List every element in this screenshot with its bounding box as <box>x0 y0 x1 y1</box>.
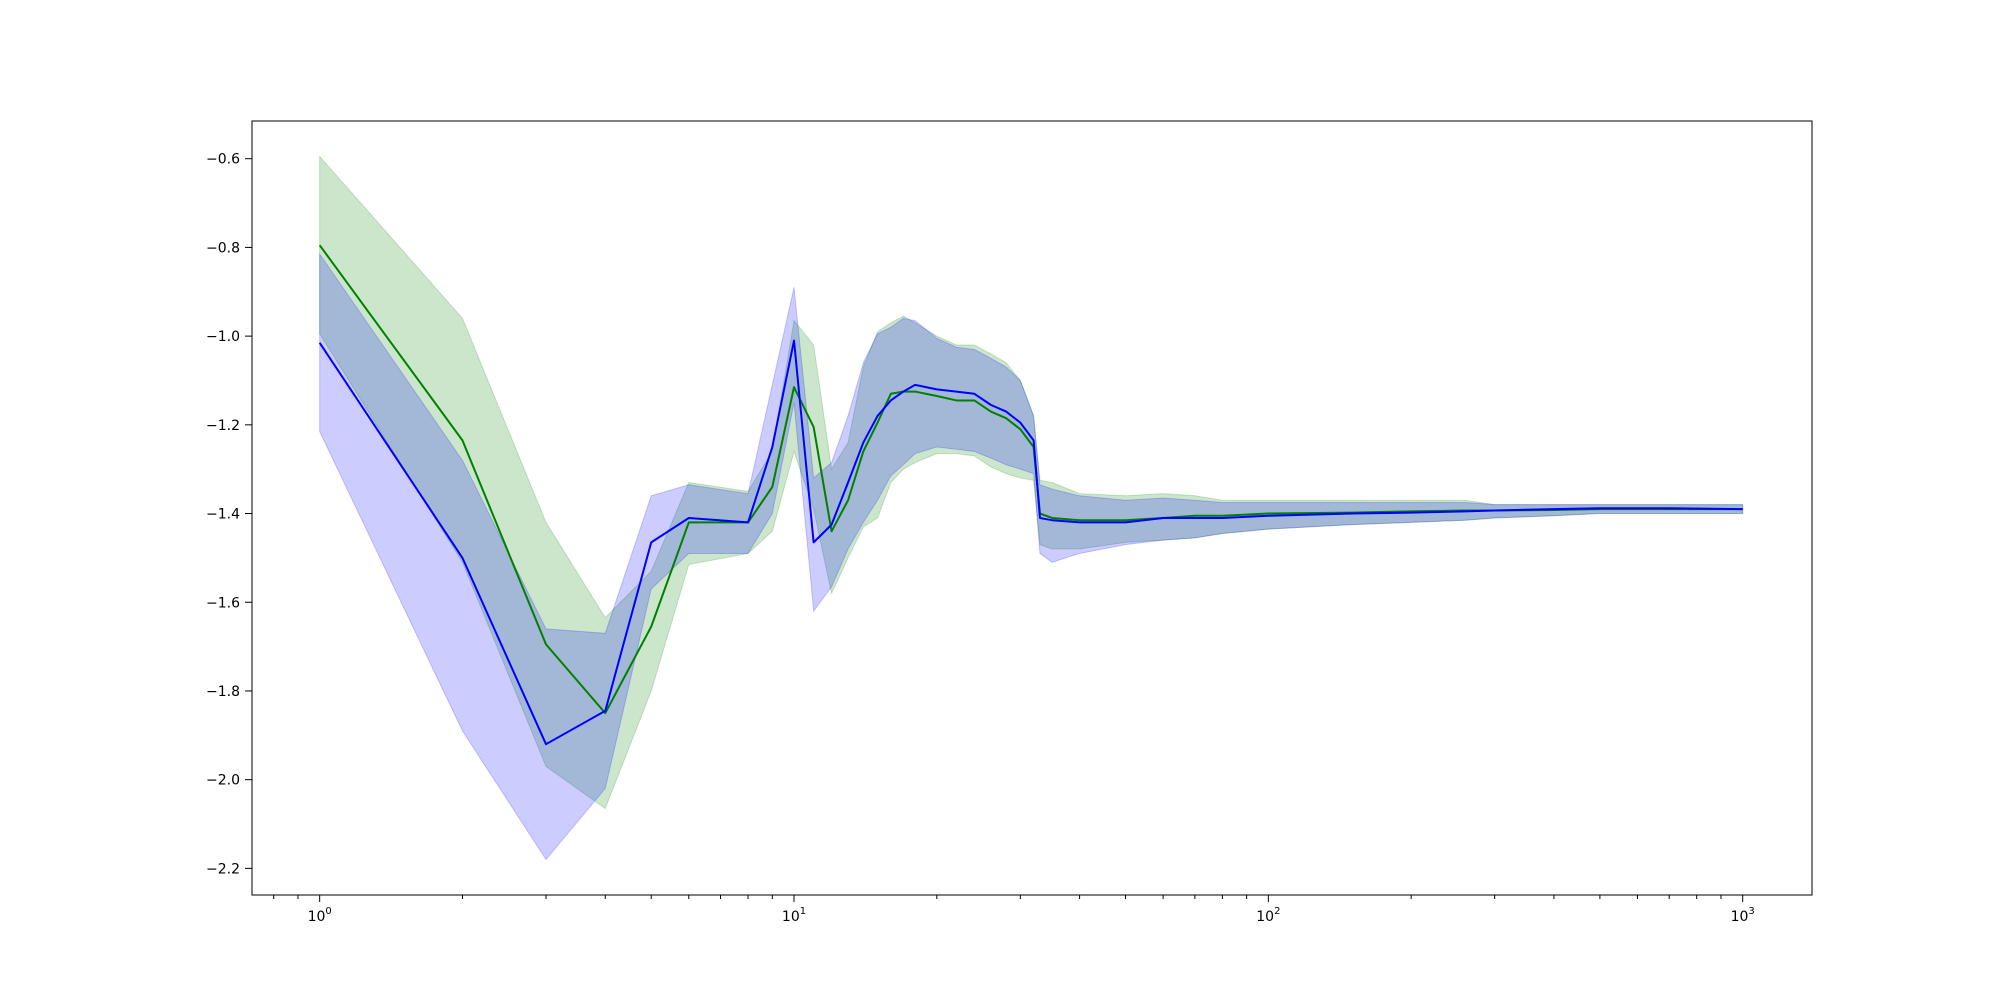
y-tick-label: −1.0 <box>206 329 240 345</box>
confidence-band-1 <box>319 155 1744 810</box>
plot-area-frame <box>251 120 1813 896</box>
series-lines <box>318 244 1743 746</box>
y-tick-label: −1.8 <box>206 684 240 700</box>
y-axis: −0.6 −0.8 −1.0 −1.2 −1.4 −1.6 −1.8 −2.0 −2.2 <box>206 152 252 877</box>
y-tick-label: −1.4 <box>206 507 240 523</box>
x-axis: 100 101 102 103 <box>273 895 1755 925</box>
y-tick-label: −1.2 <box>206 418 240 434</box>
x-tick-label: 103 <box>1731 906 1755 925</box>
y-tick-label: −2.0 <box>206 773 240 789</box>
confidence-bands <box>319 155 1744 861</box>
x-tick-label: 102 <box>1256 906 1280 925</box>
x-tick-label: 101 <box>782 906 806 925</box>
y-tick-label: −2.2 <box>206 861 240 877</box>
y-tick-label: −0.6 <box>206 152 240 168</box>
series-line-2 <box>318 339 1743 746</box>
series-line-1 <box>318 244 1743 715</box>
y-tick-label: −1.6 <box>206 595 240 611</box>
y-tick-label: −0.8 <box>206 240 240 256</box>
x-tick-label: 100 <box>308 906 332 925</box>
confidence-band-2 <box>319 252 1744 861</box>
